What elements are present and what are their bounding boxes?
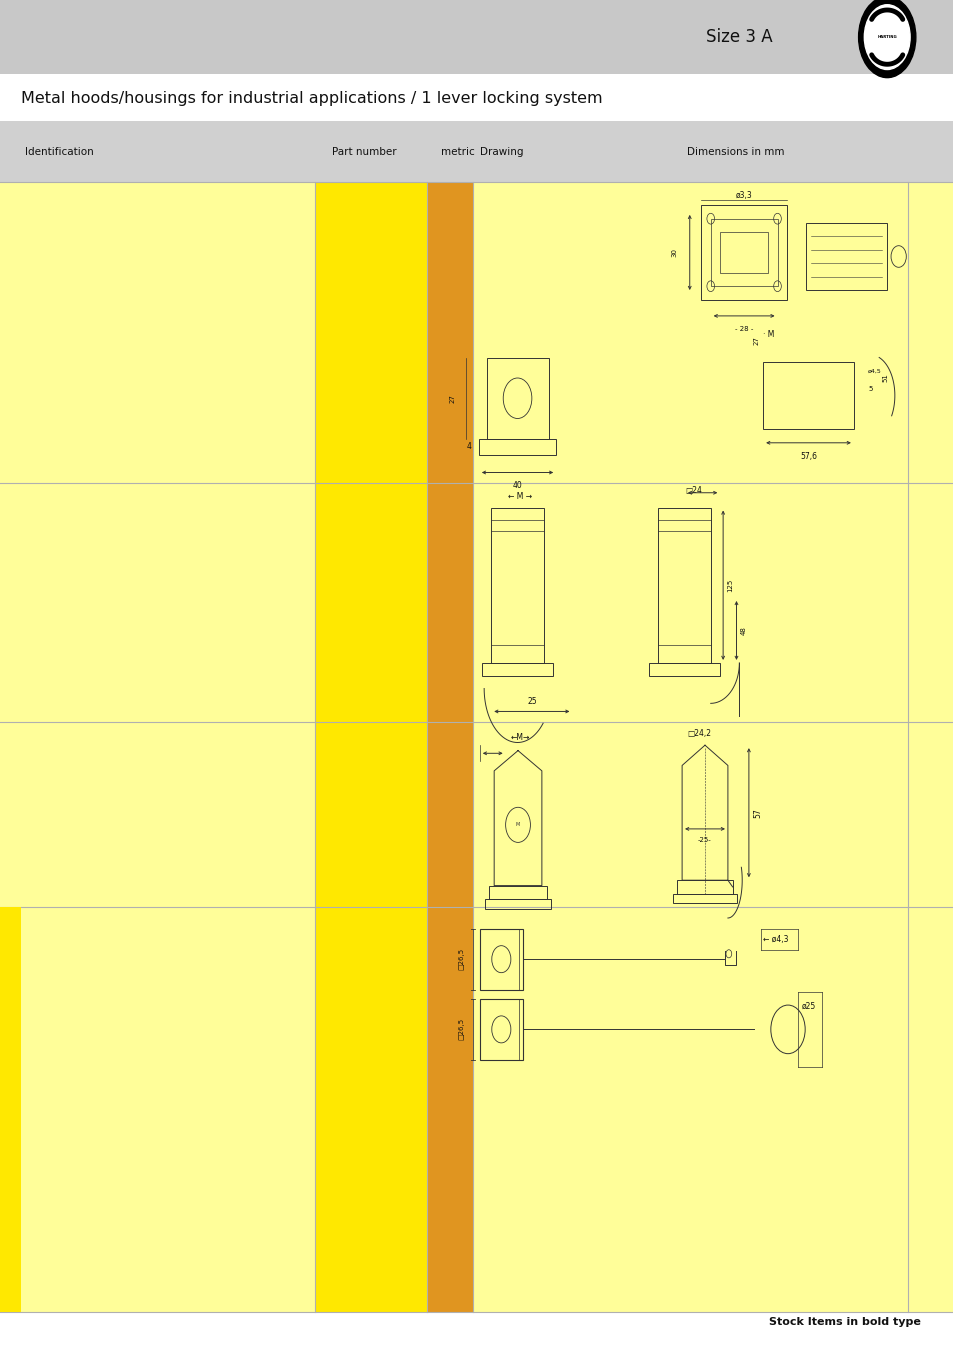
Text: □24,2: □24,2 bbox=[686, 729, 710, 737]
Bar bbox=[484, 899, 551, 909]
Bar bbox=[486, 358, 548, 439]
Text: 25: 25 bbox=[527, 698, 537, 706]
Text: 125: 125 bbox=[726, 579, 732, 591]
Bar bbox=[427, 182, 473, 483]
Bar bbox=[427, 483, 473, 722]
Text: M: M bbox=[516, 822, 519, 828]
Text: ←M→: ←M→ bbox=[510, 733, 529, 741]
Text: ø4,5: ø4,5 bbox=[867, 369, 881, 374]
Bar bbox=[0, 182, 953, 483]
Text: 51: 51 bbox=[882, 374, 887, 382]
Bar bbox=[427, 907, 473, 1312]
Bar bbox=[658, 508, 710, 663]
Text: 57,6: 57,6 bbox=[800, 452, 816, 460]
Bar bbox=[0, 122, 953, 182]
Bar bbox=[720, 232, 767, 273]
Bar bbox=[479, 999, 522, 1060]
Bar bbox=[805, 223, 886, 290]
Bar bbox=[762, 362, 853, 429]
Bar bbox=[481, 663, 553, 676]
Text: 4: 4 bbox=[466, 443, 472, 451]
Text: ø3,3: ø3,3 bbox=[735, 192, 752, 200]
Text: HARTING: HARTING bbox=[877, 35, 896, 39]
Bar bbox=[478, 439, 556, 455]
Bar bbox=[0, 907, 953, 1312]
Text: 5: 5 bbox=[867, 386, 872, 391]
Bar bbox=[314, 722, 427, 907]
Bar bbox=[491, 508, 543, 663]
Bar bbox=[314, 182, 427, 483]
Text: - 28 -: - 28 - bbox=[734, 327, 753, 332]
Text: ø25: ø25 bbox=[801, 1002, 815, 1010]
Bar bbox=[710, 219, 777, 286]
Text: · M: · M bbox=[762, 331, 774, 339]
Bar bbox=[0, 722, 953, 907]
Text: 27: 27 bbox=[450, 394, 456, 402]
Text: 27: 27 bbox=[753, 336, 759, 344]
Bar bbox=[700, 205, 786, 300]
Bar bbox=[427, 722, 473, 907]
Text: 30: 30 bbox=[671, 248, 677, 256]
Text: □26,5: □26,5 bbox=[458, 1018, 464, 1041]
Text: ← ø4,3: ← ø4,3 bbox=[762, 936, 788, 944]
Text: Size 3 A: Size 3 A bbox=[705, 28, 772, 46]
Bar bbox=[0, 907, 21, 1312]
Circle shape bbox=[858, 0, 915, 77]
Bar bbox=[479, 929, 522, 990]
Text: Identification: Identification bbox=[25, 147, 93, 157]
Text: Stock Items in bold type: Stock Items in bold type bbox=[768, 1316, 920, 1327]
Text: 40: 40 bbox=[512, 482, 522, 490]
Text: 48: 48 bbox=[740, 626, 745, 634]
Bar bbox=[672, 894, 737, 903]
Bar bbox=[314, 907, 427, 1312]
Text: ← M →: ← M → bbox=[507, 493, 532, 501]
Text: Drawing: Drawing bbox=[479, 147, 523, 157]
Text: Dimensions in mm: Dimensions in mm bbox=[686, 147, 783, 157]
Text: -25-: -25- bbox=[698, 837, 711, 842]
Circle shape bbox=[863, 4, 909, 70]
Text: □24: □24 bbox=[684, 486, 701, 494]
Bar bbox=[648, 663, 720, 676]
Bar bbox=[0, 0, 953, 74]
Text: Part number: Part number bbox=[332, 147, 396, 157]
Bar bbox=[0, 483, 953, 722]
Bar bbox=[314, 483, 427, 722]
Text: 57: 57 bbox=[753, 807, 761, 818]
Text: metric: metric bbox=[440, 147, 474, 157]
Text: Metal hoods/housings for industrial applications / 1 lever locking system: Metal hoods/housings for industrial appl… bbox=[21, 90, 602, 107]
Bar bbox=[489, 886, 546, 899]
Bar bbox=[677, 880, 732, 894]
Text: □26,5: □26,5 bbox=[458, 948, 464, 971]
